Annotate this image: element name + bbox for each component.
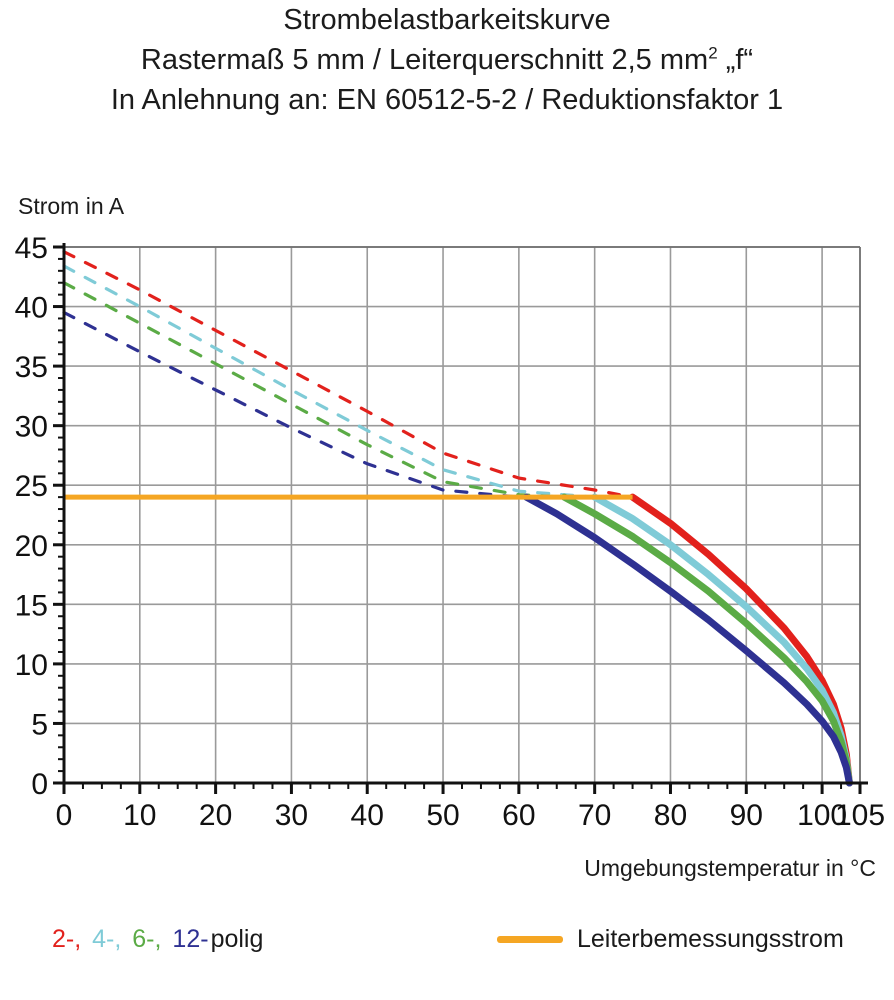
x-axis-tick-label: 80 [654, 799, 687, 832]
y-axis-tick-label: 20 [15, 530, 48, 563]
x-axis-tick-label: 50 [426, 799, 459, 832]
y-axis-tick-label: 40 [15, 292, 48, 325]
legend-pole-12: 12- [172, 925, 209, 953]
legend-rated-current-label: Leiterbemessungsstrom [577, 925, 844, 953]
legend-pole-4: 4-, [92, 925, 122, 953]
chart-title-block: Strombelastbarkeitskurve Rastermaß 5 mm … [0, 0, 894, 120]
chart-legend: 2-, 4-, 6-, 12- polig Leiterbemessungsst… [0, 925, 894, 985]
legend-pole-spacer-2 [123, 925, 130, 954]
y-axis-tick-label: 35 [15, 351, 48, 384]
x-axis-tick-label: 60 [502, 799, 535, 832]
y-axis-title: Strom in A [18, 193, 125, 219]
y-axis-tick-label: 0 [31, 768, 48, 801]
x-axis-tick-label: 20 [199, 799, 232, 832]
series-line-dashed-2-polig [62, 250, 635, 499]
series-line-solid-12-polig [522, 493, 853, 787]
title-line-3: In Anlehnung an: EN 60512-5-2 / Reduktio… [110, 84, 784, 116]
legend-rated-current-swatch [497, 936, 563, 943]
legend-pole-spacer-1 [83, 925, 90, 954]
x-axis-tick-label: 70 [578, 799, 611, 832]
legend-poles: 2-, 4-, 6-, 12- polig [52, 925, 265, 954]
title-line-2-superscript: 2 [708, 43, 718, 63]
x-axis-tick-label: 100 [797, 799, 847, 832]
series-line-solid-6-polig [560, 493, 853, 787]
x-axis-tick-label: 0 [56, 799, 73, 832]
x-axis-title: Umgebungstemperatur in °C [584, 855, 876, 881]
x-axis-tick-label: 90 [730, 799, 763, 832]
legend-rated-current: Leiterbemessungsstrom [497, 925, 844, 954]
y-axis-tick-label: 30 [15, 411, 48, 444]
y-axis-tick-label: 15 [15, 589, 48, 622]
title-line-2: Rastermaß 5 mm / Leiterquerschnitt 2,5 m… [0, 40, 894, 80]
legend-pole-6: 6-, [132, 925, 162, 953]
y-axis-tick-label: 25 [15, 470, 48, 503]
y-axis-tick-label: 45 [15, 232, 48, 265]
title-line-1: Strombelastbarkeitskurve [283, 4, 611, 36]
y-axis-tick-label: 10 [15, 649, 48, 682]
x-axis-tick-label: 30 [275, 799, 308, 832]
series-line-dashed-6-polig [62, 281, 566, 499]
series-line-dashed-4-polig [62, 264, 597, 499]
plot-background [64, 247, 860, 783]
title-line-2-main: Rastermaß 5 mm / Leiterquerschnitt 2,5 m… [140, 44, 709, 76]
y-axis-tick-label: 5 [31, 708, 48, 741]
legend-pole-2: 2-, [52, 925, 82, 953]
legend-pole-spacer-3 [163, 925, 170, 954]
legend-poles-suffix: polig [210, 925, 264, 953]
x-axis-tick-label: 40 [351, 799, 384, 832]
x-axis-tick-label: 105 [835, 799, 885, 832]
x-axis-tick-label: 10 [123, 799, 156, 832]
title-line-2-tail: „f“ [717, 44, 754, 76]
